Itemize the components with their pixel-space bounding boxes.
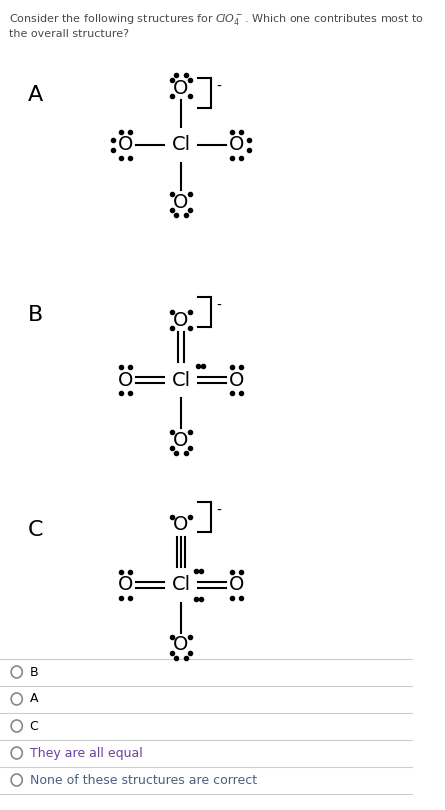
Text: None of these structures are correct: None of these structures are correct — [30, 774, 257, 787]
Text: They are all equal: They are all equal — [30, 747, 142, 760]
Circle shape — [11, 693, 22, 705]
Circle shape — [11, 666, 22, 678]
Text: O: O — [174, 636, 189, 654]
Text: A: A — [28, 85, 43, 105]
Text: O: O — [229, 575, 244, 595]
Text: -: - — [216, 80, 221, 94]
Circle shape — [11, 774, 22, 786]
Text: O: O — [117, 135, 133, 155]
Text: B: B — [28, 305, 43, 325]
Text: O: O — [117, 370, 133, 390]
Text: O: O — [229, 370, 244, 390]
Circle shape — [11, 720, 22, 732]
Text: Cl: Cl — [171, 135, 190, 155]
Text: O: O — [117, 575, 133, 595]
Text: O: O — [229, 135, 244, 155]
Text: O: O — [174, 515, 189, 535]
Text: Consider the following structures for $C\!lO_4^-$. Which one contributes most to: Consider the following structures for $C… — [9, 12, 424, 39]
Text: C: C — [28, 520, 43, 540]
Text: O: O — [174, 79, 189, 97]
Text: -: - — [216, 299, 221, 313]
Circle shape — [11, 747, 22, 759]
Text: O: O — [174, 430, 189, 450]
Text: O: O — [174, 193, 189, 211]
Text: B: B — [30, 666, 38, 679]
Text: -: - — [216, 504, 221, 518]
Text: A: A — [30, 693, 38, 706]
Text: Cl: Cl — [171, 370, 190, 390]
Text: C: C — [30, 719, 38, 732]
Text: Cl: Cl — [171, 575, 190, 595]
Text: O: O — [174, 310, 189, 330]
